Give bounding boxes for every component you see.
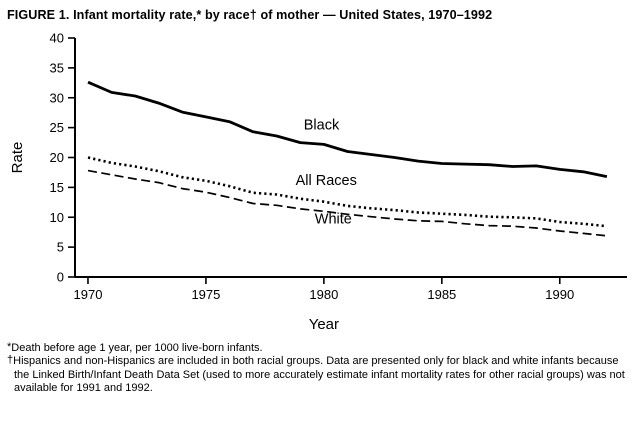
series-label-all-races: All Races	[296, 173, 357, 189]
asterisk-marker: *	[7, 341, 12, 353]
x-tick-label: 1985	[427, 287, 456, 302]
footnote-death-definition: *Death before age 1 year, per 1000 live-…	[7, 341, 631, 355]
series-label-white: White	[315, 211, 352, 227]
y-tick-label: 30	[50, 90, 64, 105]
x-tick-label: 1975	[191, 287, 220, 302]
dagger-marker: †	[7, 354, 14, 367]
footnote-race-note: †Hispanics and non-Hispanics are include…	[7, 354, 631, 395]
footnote-death-definition-text: Death before age 1 year, per 1000 live-b…	[11, 342, 263, 354]
series-line-white	[87, 169, 607, 237]
y-tick-label: 5	[57, 240, 64, 255]
infant-mortality-line-chart: 0 5 10 15 20 25 30 35 40 1970 1975 1980 1985 1990 Blac…	[9, 31, 627, 333]
figure-title: FIGURE 1. Infant mortality rate,* by rac…	[7, 8, 493, 22]
x-axis-title: Year	[309, 316, 339, 333]
footnote-race-note-text: Hispanics and non-Hispanics are included…	[13, 355, 625, 395]
x-tick-label: 1980	[309, 287, 338, 302]
y-tick-label: 15	[50, 180, 64, 195]
y-tick-label: 0	[57, 270, 64, 285]
x-tick-label: 1990	[545, 287, 574, 302]
y-tick-label: 35	[50, 60, 64, 75]
series-line-black	[87, 80, 608, 178]
y-tick-label: 25	[50, 120, 64, 135]
y-tick-label: 20	[50, 150, 64, 165]
footnotes: *Death before age 1 year, per 1000 live-…	[0, 336, 641, 396]
y-tick-label: 40	[50, 31, 64, 46]
y-tick-label: 10	[50, 210, 64, 225]
x-tick-label: 1970	[74, 287, 103, 302]
series-label-black: Black	[304, 118, 340, 134]
y-axis-title: Rate	[9, 142, 26, 174]
